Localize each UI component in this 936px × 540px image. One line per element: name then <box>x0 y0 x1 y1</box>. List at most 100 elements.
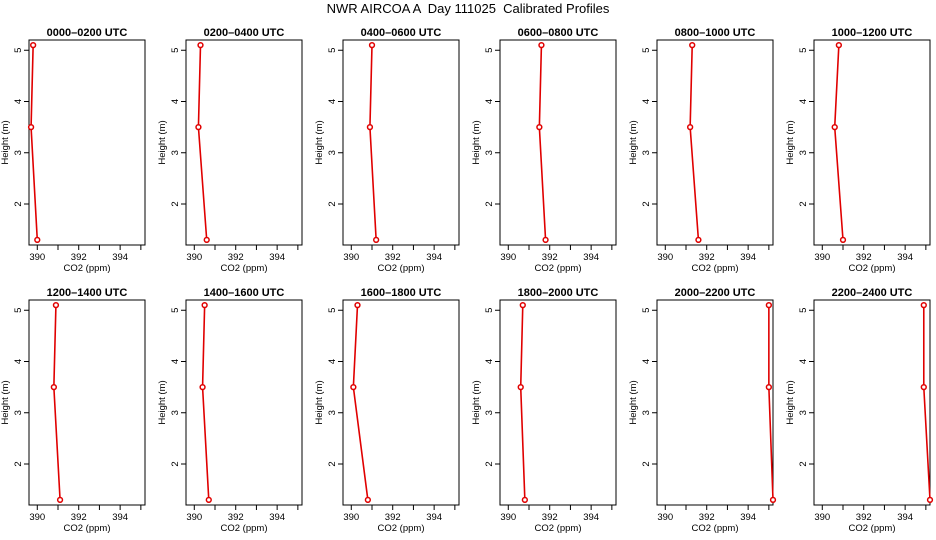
panel-title: 0400–0600 UTC <box>361 27 442 39</box>
x-tick-label: 394 <box>426 512 442 523</box>
co2-profile-line <box>519 305 526 500</box>
plot-frame <box>342 39 460 246</box>
x-axis-label: CO2 (ppm) <box>535 263 582 274</box>
y-tick-label: 5 <box>170 48 181 53</box>
plot-frame <box>813 39 931 246</box>
y-axis-label: Height (m) <box>785 120 796 164</box>
x-tick-label: 392 <box>228 252 244 263</box>
y-tick-label: 5 <box>484 48 495 53</box>
profile-panel: 0000–0200 UTC 390 392 394 2 3 4 5 CO2 (ppm) Heigh… <box>0 27 146 274</box>
x-tick-label: 394 <box>112 512 128 523</box>
plot-frame <box>342 299 460 506</box>
y-tick-label: 3 <box>13 150 24 155</box>
x-tick-label: 392 <box>385 252 401 263</box>
y-tick-label: 3 <box>327 150 338 155</box>
plot-frame <box>185 39 303 246</box>
y-tick-label: 2 <box>798 461 809 466</box>
x-tick-label: 394 <box>269 252 285 263</box>
y-tick-label: 5 <box>798 48 809 53</box>
data-point <box>203 236 210 244</box>
x-tick-label: 392 <box>542 512 558 523</box>
y-tick-label: 5 <box>13 308 24 313</box>
y-tick-label: 2 <box>13 201 24 206</box>
data-point <box>205 496 212 504</box>
profile-panel: 0600–0800 UTC 390 392 394 2 3 4 5 CO2 (ppm) Heigh… <box>471 27 617 274</box>
y-tick-label: 4 <box>327 99 338 104</box>
x-tick-label: 392 <box>71 512 87 523</box>
panel-title: 1200–1400 UTC <box>47 287 128 299</box>
x-tick-label: 390 <box>186 252 202 263</box>
plot-frame <box>813 299 931 506</box>
data-point <box>517 383 524 391</box>
data-point <box>521 496 529 504</box>
co2-profile-line <box>201 305 210 500</box>
data-point <box>536 123 543 131</box>
x-tick-label: 390 <box>343 252 359 263</box>
y-tick-label: 2 <box>641 201 652 206</box>
y-tick-label: 5 <box>484 308 495 313</box>
y-tick-label: 3 <box>484 410 495 415</box>
panel-title: 1400–1600 UTC <box>204 287 285 299</box>
panel-title: 0800–1000 UTC <box>675 27 756 39</box>
co2-profile-line <box>768 305 774 500</box>
y-tick-label: 4 <box>641 99 652 104</box>
co2-profile-line <box>352 305 369 500</box>
co2-profile-line <box>689 45 700 240</box>
data-point <box>695 236 702 244</box>
y-tick-label: 5 <box>641 308 652 313</box>
y-axis-label: Height (m) <box>314 380 325 424</box>
y-tick-label: 5 <box>798 308 809 313</box>
data-point <box>52 301 60 309</box>
data-point <box>542 236 549 244</box>
y-tick-label: 2 <box>641 461 652 466</box>
x-tick-label: 390 <box>814 252 830 263</box>
x-tick-label: 392 <box>71 252 87 263</box>
data-point <box>368 41 376 49</box>
data-point <box>689 41 696 49</box>
y-tick-label: 4 <box>798 359 809 364</box>
y-tick-label: 4 <box>484 99 495 104</box>
data-point <box>835 41 843 49</box>
data-point <box>27 123 35 131</box>
data-point <box>34 236 41 244</box>
data-point <box>839 236 847 244</box>
y-tick-label: 4 <box>13 359 24 364</box>
x-tick-label: 390 <box>657 512 673 523</box>
x-tick-label: 392 <box>699 252 715 263</box>
y-tick-label: 3 <box>327 410 338 415</box>
data-point <box>201 301 208 309</box>
y-tick-label: 3 <box>798 150 809 155</box>
x-tick-label: 394 <box>740 252 756 263</box>
plot-frame <box>499 299 617 506</box>
y-tick-label: 2 <box>13 461 24 466</box>
plot-frame <box>656 39 774 246</box>
plot-frame <box>499 39 617 246</box>
y-axis-label: Height (m) <box>157 380 168 424</box>
x-tick-label: 394 <box>740 512 756 523</box>
x-tick-label: 392 <box>385 512 401 523</box>
plot-frame <box>28 39 146 246</box>
y-tick-label: 2 <box>798 201 809 206</box>
y-tick-label: 3 <box>641 150 652 155</box>
profile-panel: 1400–1600 UTC 390 392 394 2 3 4 5 CO2 (ppm) Heigh… <box>157 287 303 534</box>
panel-title: 0000–0200 UTC <box>47 27 128 39</box>
y-axis-label: Height (m) <box>628 380 639 424</box>
y-tick-label: 4 <box>170 99 181 104</box>
data-point <box>354 301 361 309</box>
data-point <box>519 301 526 309</box>
x-axis-label: CO2 (ppm) <box>378 523 425 534</box>
profile-panel: 1200–1400 UTC 390 392 394 2 3 4 5 CO2 (ppm) Heigh… <box>0 287 146 534</box>
co2-profile-line <box>833 45 844 240</box>
x-tick-label: 394 <box>269 512 285 523</box>
profile-panel: 1800–2000 UTC 390 392 394 2 3 4 5 CO2 (ppm) Heigh… <box>471 287 617 534</box>
co2-profile-line <box>369 45 377 240</box>
x-tick-label: 394 <box>583 512 599 523</box>
x-axis-label: CO2 (ppm) <box>849 523 896 534</box>
y-tick-label: 4 <box>170 359 181 364</box>
y-tick-label: 2 <box>484 201 495 206</box>
y-tick-label: 5 <box>170 308 181 313</box>
co2-profile-line <box>30 45 39 240</box>
data-point <box>350 383 357 391</box>
panel-title: 1800–2000 UTC <box>518 287 599 299</box>
data-point <box>56 496 64 504</box>
